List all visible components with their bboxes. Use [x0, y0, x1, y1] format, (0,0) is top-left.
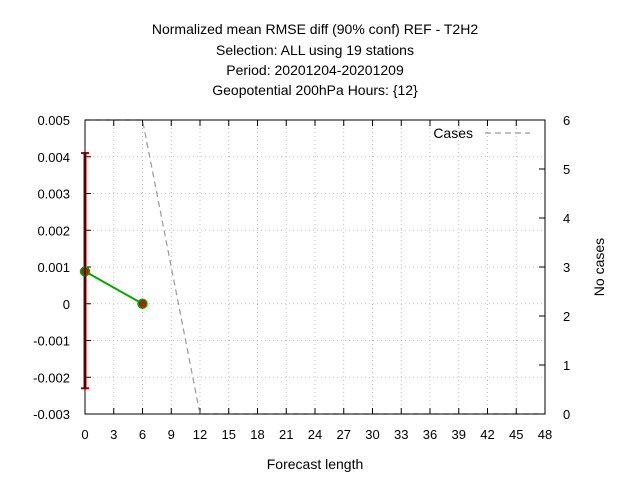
y2-tick-label: 4 [563, 211, 570, 226]
legend: Cases [433, 125, 530, 141]
x-tick-label: 24 [308, 427, 322, 442]
y2-tick-label: 2 [563, 309, 570, 324]
title-line-1: Normalized mean RMSE diff (90% conf) REF… [152, 21, 478, 37]
x-tick-label: 30 [365, 427, 379, 442]
y-tick-label: 0.005 [37, 113, 70, 128]
x-tick-label: 33 [394, 427, 408, 442]
y2-tick-label: 6 [563, 113, 570, 128]
grid [84, 119, 546, 415]
x-tick-label: 6 [139, 427, 146, 442]
title-line-4: Geopotential 200hPa Hours: {12} [212, 82, 418, 98]
y2-tick-label: 3 [563, 260, 570, 275]
y2-tick-label: 5 [563, 162, 570, 177]
x-tick-label: 27 [337, 427, 351, 442]
x-tick-label: 21 [279, 427, 293, 442]
x-tick-label: 39 [452, 427, 466, 442]
ticks: 0 3 6 9 12 15 18 21 24 27 30 33 36 39 42 45 48-0.003-0.0… [33, 113, 570, 442]
y2-tick-label: 0 [563, 407, 570, 422]
title-line-3: Period: 20201204-20201209 [226, 62, 404, 78]
x-tick-label: 36 [423, 427, 437, 442]
x-tick-label: 48 [538, 427, 552, 442]
x-axis-label: Forecast length [267, 456, 364, 472]
x-tick-label: 0 [81, 427, 88, 442]
legend-label-cases: Cases [433, 125, 473, 141]
rmse-diff-line [84, 270, 143, 305]
y-tick-label: 0.001 [37, 260, 70, 275]
data-point [137, 298, 148, 309]
y-tick-label: -0.001 [33, 334, 70, 349]
y-tick-label: -0.003 [33, 407, 70, 422]
y-tick-label: 0.002 [37, 223, 70, 238]
y-tick-label: 0.004 [37, 150, 70, 165]
plot-frame [84, 119, 546, 415]
x-tick-label: 18 [250, 427, 264, 442]
y-tick-label: 0.003 [37, 187, 70, 202]
y2-tick-label: 1 [563, 358, 570, 373]
title-line-2: Selection: ALL using 19 stations [216, 42, 414, 58]
chart-title: Normalized mean RMSE diff (90% conf) REF… [152, 21, 478, 98]
plot-area [79, 119, 545, 415]
x-tick-label: 9 [168, 427, 175, 442]
y-tick-label: -0.002 [33, 370, 70, 385]
x-tick-label: 45 [509, 427, 523, 442]
x-tick-label: 12 [193, 427, 207, 442]
x-tick-label: 42 [480, 427, 494, 442]
x-tick-label: 15 [222, 427, 236, 442]
y-tick-label: 0 [63, 297, 70, 312]
x-tick-label: 3 [110, 427, 117, 442]
y2-axis-label: No cases [591, 238, 607, 296]
